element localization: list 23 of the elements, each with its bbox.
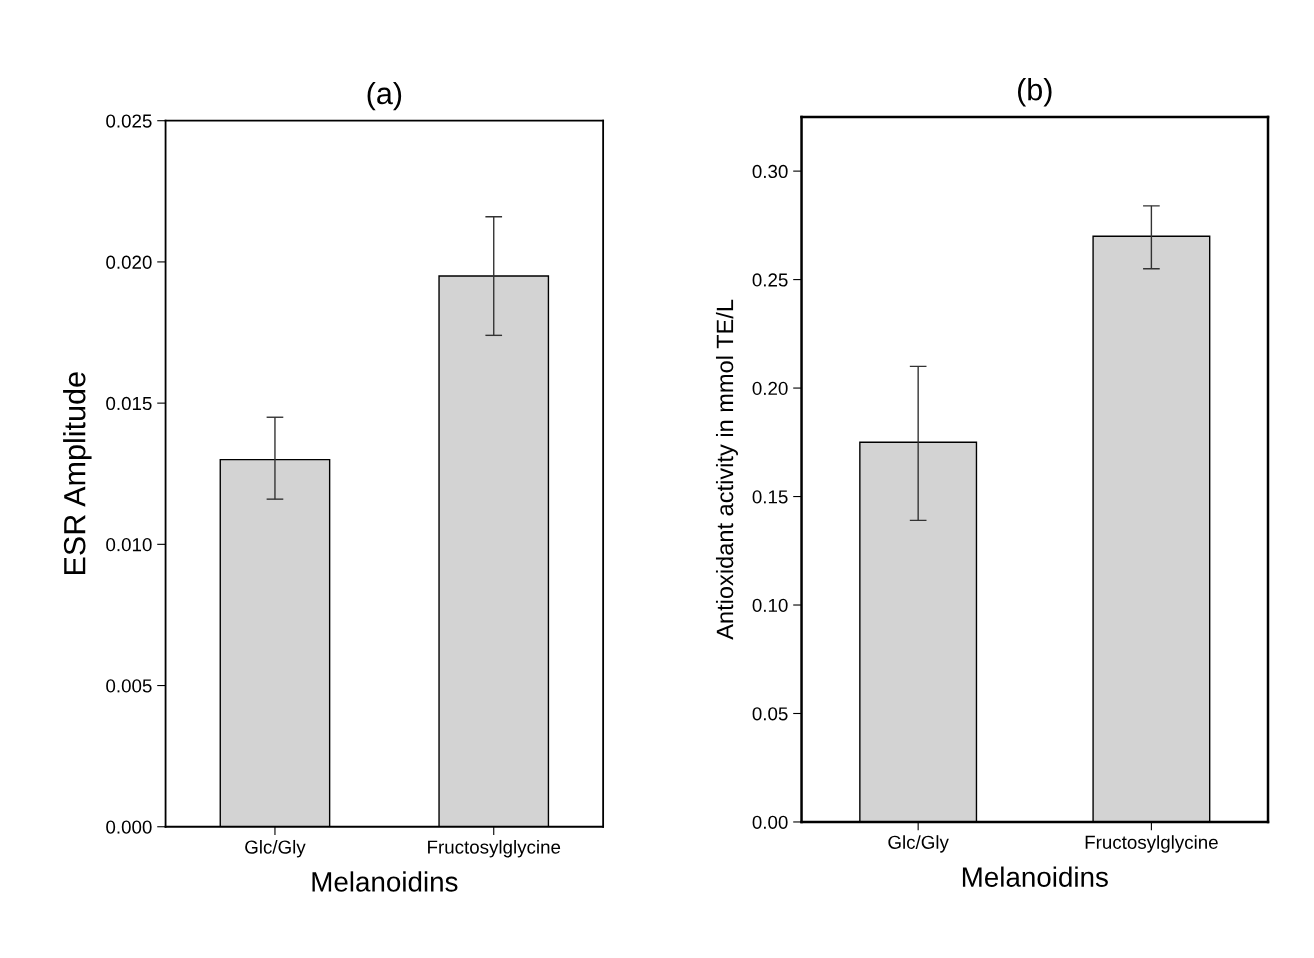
y-tick-label: 0.10 <box>752 598 788 612</box>
chart-title: (a) <box>367 81 402 111</box>
y-axis-title: Antioxidant activity in mmol TE/L <box>715 299 738 640</box>
x-tick-label: Glc/Gly <box>888 835 949 853</box>
y-tick-label: 0.005 <box>106 679 152 693</box>
y-tick-label: 0.30 <box>752 164 788 179</box>
y-tick-label: 0.000 <box>106 820 152 834</box>
y-tick-label: 0.15 <box>752 490 788 504</box>
x-tick-label: Fructosylglycine <box>428 839 561 858</box>
y-axis-title: ESR Amplitude <box>63 372 92 574</box>
chart-title: (b) <box>1018 78 1052 107</box>
y-tick-label: 0.015 <box>106 396 152 411</box>
y-tick-label: 0.010 <box>106 538 152 552</box>
y-tick-label: 0.025 <box>106 114 152 128</box>
x-tick-label: Fructosylglycine <box>1085 835 1218 853</box>
x-tick-label: Glc/Gly <box>245 839 306 858</box>
y-tick-label: 0.00 <box>752 815 788 829</box>
x-axis-title: Melanoidins <box>312 871 458 892</box>
y-tick-label: 0.25 <box>752 273 788 287</box>
y-tick-label: 0.05 <box>752 707 788 721</box>
x-axis-title: Melanoidins <box>962 866 1108 887</box>
y-tick-label: 0.020 <box>106 255 152 269</box>
y-tick-label: 0.20 <box>752 381 788 396</box>
